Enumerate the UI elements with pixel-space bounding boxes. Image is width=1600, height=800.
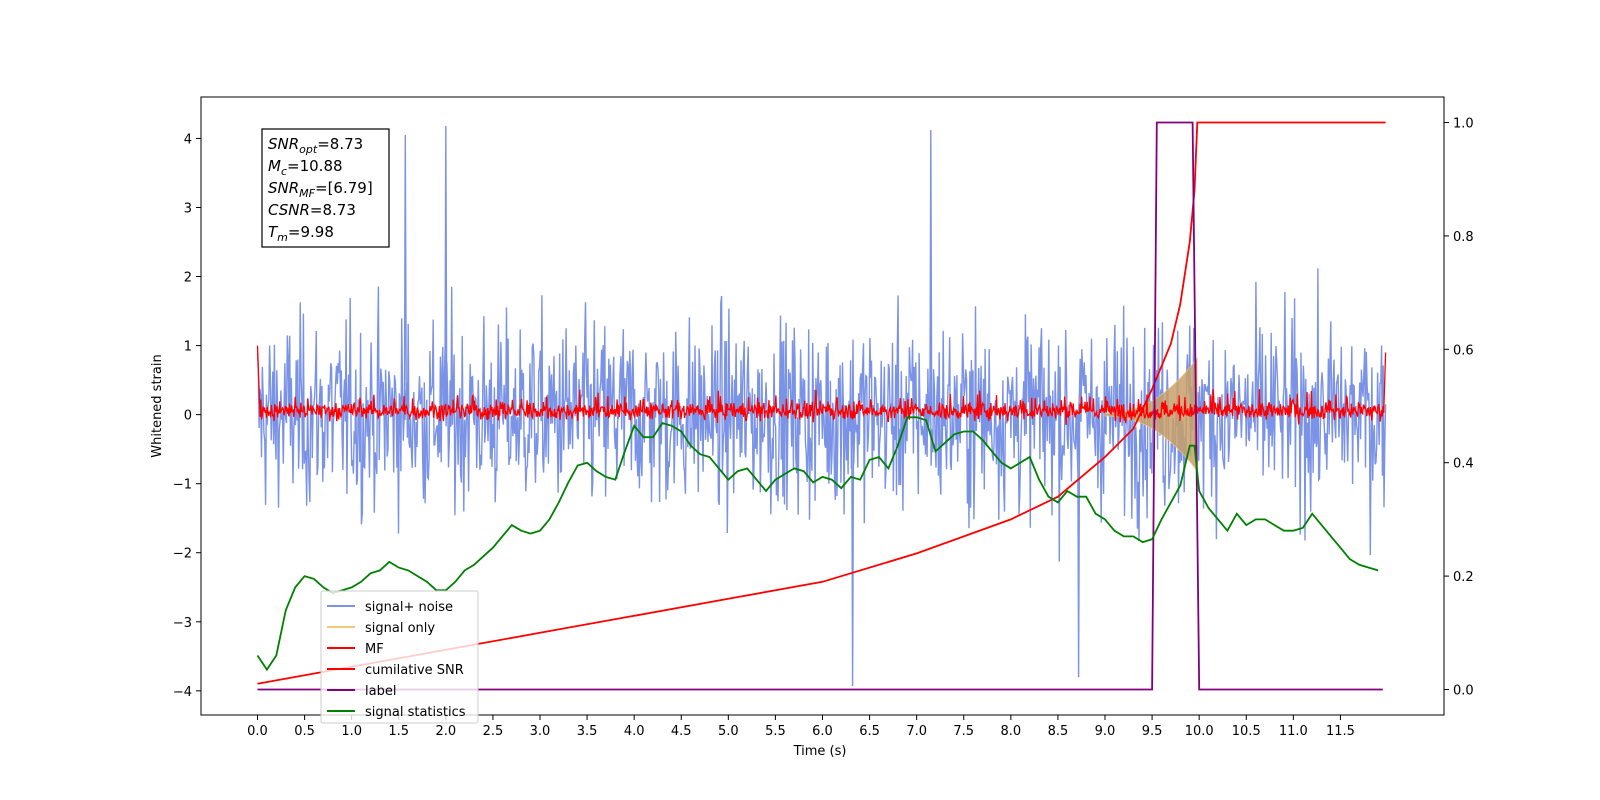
x-tick-label: 9.0 [1095, 724, 1116, 739]
x-tick-label: 7.5 [953, 724, 974, 739]
x-tick-label: 11.0 [1279, 724, 1308, 739]
y-tick-label: −3 [173, 616, 192, 631]
series-line-mf [256, 345, 1387, 425]
y-tick-label: 0 [184, 409, 192, 424]
x-tick-label: 10.5 [1232, 724, 1261, 739]
y-tick-label: 2 [184, 271, 192, 286]
y-tick-label: −2 [173, 547, 192, 562]
x-tick-label: 0.0 [247, 724, 268, 739]
y2-tick-label: 0.8 [1453, 230, 1474, 245]
x-tick-label: 9.5 [1142, 724, 1163, 739]
x-tick-label: 4.5 [671, 724, 692, 739]
y-axis-label: Whitened strain [150, 354, 165, 457]
x-tick-label: 8.0 [1000, 724, 1021, 739]
x-tick-label: 4.0 [624, 724, 645, 739]
x-tick-label: 5.5 [765, 724, 786, 739]
x-tick-label: 0.5 [294, 724, 315, 739]
x-tick-label: 2.5 [483, 724, 504, 739]
annotation-line: Mc=10.88 [268, 157, 343, 178]
series-line-cumilative-snr [257, 121, 1386, 685]
x-tick-label: 7.0 [906, 724, 927, 739]
x-tick-label: 1.5 [388, 724, 409, 739]
legend: signal+ noise signal only MF cumilative SNR… [320, 590, 479, 724]
y-tick-label: 3 [184, 201, 192, 216]
x-tick-label: 2.0 [435, 724, 456, 739]
legend-label: signal statistics [365, 705, 466, 720]
y2-tick-label: 0.4 [1453, 457, 1474, 472]
x-axis: 0.0 0.5 1.0 1.5 2.0 2.5 3.0 3.5 4.0 4.5 5.0 5.5 6.0 6… [247, 715, 1355, 739]
series-line-signal-statistics [256, 416, 1379, 672]
y-tick-label: −4 [173, 685, 192, 700]
x-tick-label: 10.0 [1185, 724, 1214, 739]
legend-label: signal only [365, 621, 435, 636]
series-line-label [257, 121, 1383, 691]
y2-tick-label: 0.6 [1453, 343, 1474, 358]
annotation-line: Tm=9.98 [268, 223, 334, 244]
annotation-line: SNRopt=8.73 [268, 135, 363, 156]
legend-label: cumilative SNR [365, 663, 464, 678]
x-tick-label: 3.5 [577, 724, 598, 739]
annotation-box: SNRopt=8.73Mc=10.88SNRMF=[6.79]CSNR=8.73… [261, 128, 390, 248]
y2-tick-label: 0.2 [1453, 570, 1474, 585]
x-tick-label: 3.0 [530, 724, 551, 739]
y-tick-label: −1 [173, 478, 192, 493]
x-tick-label: 6.5 [859, 724, 880, 739]
annotation-line: SNRMF=[6.79] [268, 179, 373, 200]
series-line-signal-plus-noise [256, 125, 1387, 687]
x-tick-label: 6.0 [812, 724, 833, 739]
x-tick-label: 11.5 [1326, 724, 1355, 739]
legend-label: label [365, 684, 396, 699]
y-axis-left: 4 3 2 1 0 −1 −2 −3 −4 [173, 132, 201, 700]
y2-tick-label: 1.0 [1453, 117, 1474, 132]
legend-label: signal+ noise [365, 600, 453, 615]
x-tick-label: 8.5 [1048, 724, 1069, 739]
annotation-line: CSNR=8.73 [268, 201, 356, 219]
y-tick-label: 4 [184, 132, 192, 147]
x-tick-label: 5.0 [718, 724, 739, 739]
plot-area [256, 121, 1387, 691]
y-axis-right: 1.0 0.8 0.6 0.4 0.2 0.0 [1444, 117, 1474, 698]
y2-tick-label: 0.0 [1453, 683, 1474, 698]
y-tick-label: 1 [184, 340, 192, 355]
x-tick-label: 1.0 [341, 724, 362, 739]
x-axis-label: Time (s) [793, 744, 847, 759]
legend-label: MF [365, 642, 384, 657]
